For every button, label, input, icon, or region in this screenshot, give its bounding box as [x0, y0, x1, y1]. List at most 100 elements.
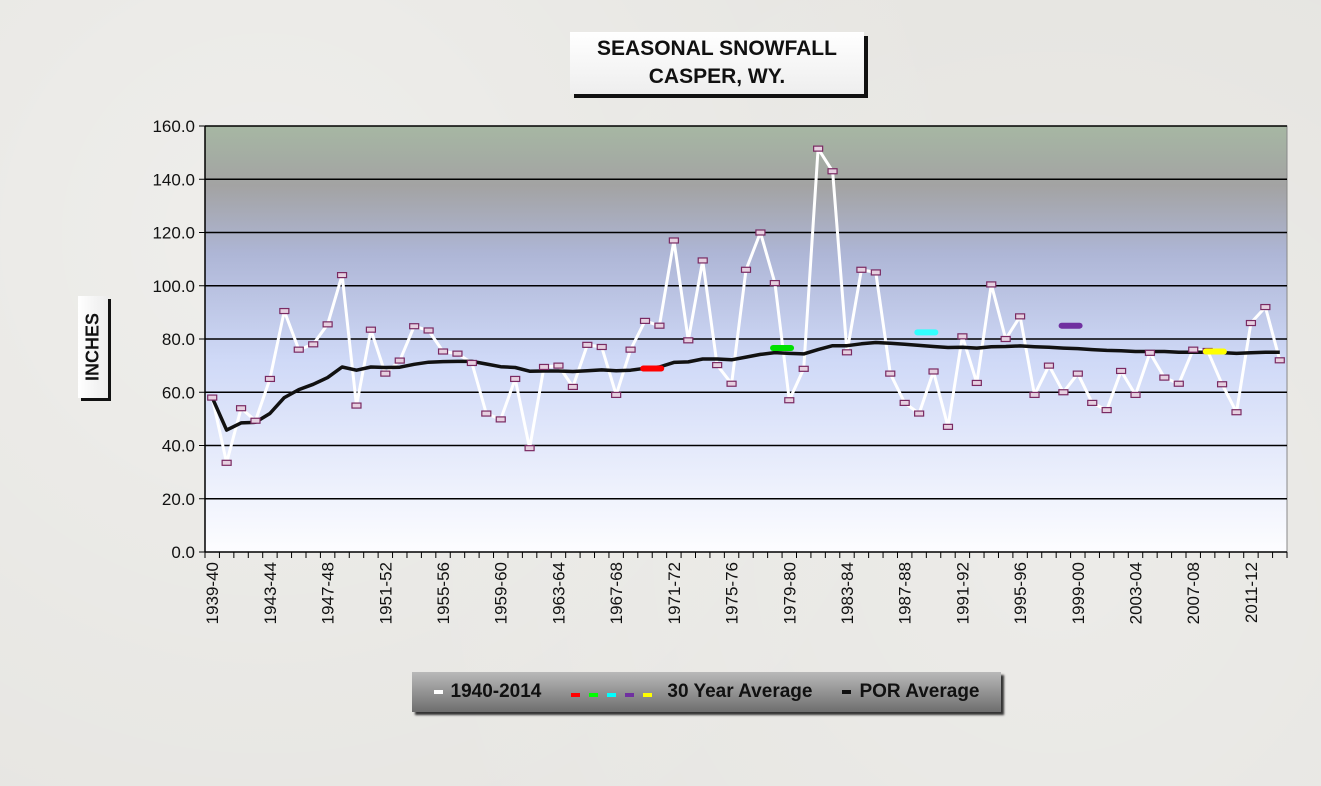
data-point	[683, 337, 694, 344]
y-tick-label: 40.0	[162, 437, 195, 456]
data-point	[1043, 362, 1055, 369]
data-point	[1087, 399, 1098, 406]
data-point	[1015, 313, 1026, 320]
legend-swatch-white	[433, 690, 443, 694]
x-tick-label: 1999-00	[1069, 562, 1088, 624]
data-point	[423, 327, 434, 334]
data-point	[1101, 406, 1112, 414]
y-axis-label-box: INCHES	[78, 296, 108, 398]
x-tick-label: 1963-64	[549, 562, 568, 624]
data-point	[755, 229, 766, 236]
chart-subtitle: CASPER, WY.	[648, 65, 786, 88]
legend-entry-por: POR Average	[842, 681, 980, 703]
data-point	[1115, 367, 1127, 375]
data-point	[1274, 357, 1285, 364]
data-point	[639, 317, 651, 324]
legend-swatch-thirty-year	[571, 693, 581, 697]
data-point	[769, 279, 780, 287]
data-point	[1245, 319, 1257, 327]
data-point	[697, 257, 708, 264]
data-point	[885, 370, 896, 377]
data-point	[394, 357, 405, 364]
x-tick-label: 1979-80	[780, 562, 799, 624]
data-point	[870, 269, 881, 276]
data-point	[986, 281, 997, 288]
data-point	[1173, 380, 1184, 387]
legend-entry-thirty-year: 30 Year Average	[571, 681, 812, 703]
y-tick-label: 80.0	[162, 330, 195, 349]
y-tick-label: 20.0	[162, 490, 195, 509]
data-point	[654, 322, 665, 329]
data-point	[668, 237, 679, 244]
data-point	[1144, 349, 1156, 356]
chart-title-box: SEASONAL SNOWFALL CASPER, WY.	[570, 32, 864, 94]
data-point	[221, 459, 232, 466]
data-point	[1260, 303, 1271, 311]
legend: 1940-2014 30 Year Average POR Average	[412, 672, 1001, 712]
data-point	[452, 350, 463, 357]
legend-swatches-thirty-year	[571, 681, 661, 703]
data-point	[1000, 335, 1011, 343]
data-point	[351, 402, 362, 409]
data-point	[914, 410, 925, 417]
data-point	[279, 307, 290, 315]
data-point	[971, 379, 982, 387]
data-point	[957, 333, 968, 340]
x-tick-label: 1983-84	[838, 562, 857, 624]
data-point	[235, 405, 247, 412]
data-point	[207, 394, 218, 401]
data-point	[1159, 374, 1170, 381]
x-tick-label: 1967-68	[607, 562, 626, 624]
data-point	[1231, 409, 1242, 416]
y-tick-label: 140.0	[152, 170, 195, 189]
x-tick-label: 1951-52	[376, 562, 395, 624]
data-point	[813, 145, 824, 152]
x-tick-label: 1939-40	[203, 562, 222, 624]
data-point	[827, 168, 838, 175]
data-point	[1029, 391, 1040, 399]
y-tick-label: 160.0	[152, 117, 195, 136]
data-point	[841, 349, 853, 356]
series-line-por-average	[210, 340, 1280, 432]
data-point	[380, 370, 391, 377]
data-point	[582, 341, 593, 348]
data-point	[336, 272, 348, 279]
data-point	[1216, 381, 1228, 388]
data-point	[798, 365, 809, 372]
x-tick-label: 1955-56	[434, 562, 453, 624]
x-tick-label: 1971-72	[665, 562, 684, 624]
data-point	[899, 399, 910, 406]
data-point	[466, 359, 477, 367]
y-tick-label: 120.0	[152, 224, 195, 243]
data-point	[481, 410, 492, 417]
x-tick-label: 1995-96	[1011, 562, 1030, 624]
data-point	[928, 368, 939, 375]
x-tick-label: 1943-44	[261, 562, 280, 624]
data-point	[1188, 346, 1199, 353]
data-point	[409, 323, 420, 330]
legend-swatch-thirty-year	[643, 693, 653, 697]
y-tick-label: 100.0	[152, 277, 195, 296]
data-point	[942, 423, 954, 430]
data-point	[1058, 389, 1069, 396]
legend-swatch-thirty-year	[589, 693, 599, 697]
legend-swatch-thirty-year	[625, 693, 635, 697]
data-point	[712, 361, 723, 369]
x-tick-label: 1987-88	[896, 562, 915, 624]
legend-label-por: POR Average	[859, 681, 980, 702]
y-tick-label: 60.0	[162, 383, 195, 402]
legend-label-series: 1940-2014	[450, 681, 542, 702]
data-point	[1130, 391, 1141, 399]
data-point	[524, 445, 535, 452]
x-tick-label: 1975-76	[723, 562, 742, 624]
x-tick-label: 1947-48	[319, 562, 338, 624]
data-point	[856, 266, 867, 273]
legend-entry-series: 1940-2014	[433, 681, 542, 703]
legend-swatch-thirty-year	[607, 693, 617, 697]
data-point	[264, 375, 276, 383]
x-tick-label: 2003-04	[1127, 562, 1146, 624]
x-tick-label: 1991-92	[953, 562, 972, 624]
y-tick-label: 0.0	[171, 543, 195, 562]
